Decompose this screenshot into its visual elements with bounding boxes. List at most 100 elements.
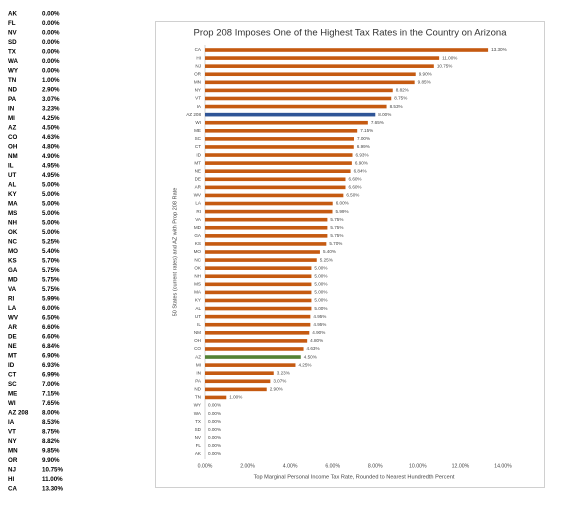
cell-state: KS	[8, 258, 17, 265]
y-tick-label: NE	[195, 168, 201, 173]
cell-state: TX	[8, 49, 17, 56]
y-tick-label: AL	[195, 306, 201, 311]
data-label: 7.15%	[360, 128, 373, 133]
y-tick-label: AZ 208	[186, 112, 201, 117]
bar	[205, 266, 312, 270]
cell-state: WY	[8, 68, 19, 75]
y-tick-label: ND	[194, 387, 201, 392]
cell-state: VT	[8, 429, 16, 436]
y-tick-label: WA	[194, 411, 202, 416]
data-label: 4.95%	[313, 322, 326, 327]
chart-title: Prop 208 Imposes One of the Highest Tax …	[194, 28, 508, 39]
cell-value: 7.15%	[42, 391, 60, 398]
y-tick-label: FL	[196, 443, 202, 448]
cell-state: PA	[8, 96, 17, 103]
x-axis-title: Top Marginal Personal Income Tax Rate, R…	[254, 474, 455, 480]
cell-value: 4.25%	[42, 115, 60, 122]
data-label: 5.00%	[314, 282, 327, 287]
data-label: 0.00%	[208, 443, 221, 448]
cell-state: NE	[8, 343, 17, 350]
cell-state: IN	[8, 106, 15, 113]
y-tick-label: NC	[194, 257, 201, 262]
cell-value: 4.95%	[42, 172, 60, 179]
data-label: 11.00%	[442, 55, 457, 60]
y-tick-label: MT	[194, 160, 201, 165]
cell-value: 5.00%	[42, 210, 60, 217]
cell-value: 4.50%	[42, 125, 60, 132]
cell-state: AL	[8, 182, 16, 189]
cell-state: LA	[8, 305, 17, 312]
y-tick-label: NH	[194, 273, 201, 278]
cell-value: 6.93%	[42, 362, 60, 369]
cell-value: 4.80%	[42, 144, 60, 151]
bar	[205, 258, 317, 262]
cell-state: MD	[8, 277, 18, 284]
data-label: 7.65%	[371, 120, 384, 125]
bar	[205, 80, 415, 85]
cell-value: 5.40%	[42, 248, 60, 255]
bar	[205, 88, 393, 93]
cell-value: 5.00%	[42, 220, 60, 227]
cell-value: 9.85%	[42, 448, 60, 455]
cell-state: OH	[8, 144, 18, 151]
cell-state: NY	[8, 438, 17, 445]
cell-value: 7.00%	[42, 381, 60, 388]
cell-value: 8.53%	[42, 419, 60, 426]
cell-value: 11.00%	[42, 476, 63, 483]
cell-state: WA	[8, 58, 18, 65]
y-tick-label: NJ	[195, 63, 201, 68]
data-label: 8.75%	[394, 96, 407, 101]
y-tick-label: MD	[194, 225, 202, 230]
x-tick-label: 14.00%	[494, 463, 512, 469]
cell-state: AZ 208	[8, 410, 29, 417]
y-tick-label: SC	[195, 136, 202, 141]
data-label: 4.25%	[298, 362, 311, 367]
y-tick-label: CA	[195, 47, 202, 52]
cell-value: 8.00%	[42, 410, 60, 417]
cell-value: 5.25%	[42, 239, 60, 246]
cell-value: 3.07%	[42, 96, 60, 103]
data-label: 8.00%	[378, 112, 391, 117]
data-label: 5.75%	[330, 217, 343, 222]
data-label: 6.00%	[336, 201, 349, 206]
cell-state: OR	[8, 457, 18, 464]
bar	[205, 347, 304, 351]
cell-value: 2.90%	[42, 87, 60, 94]
data-label: 5.75%	[330, 225, 343, 230]
y-tick-label: DE	[195, 176, 201, 181]
y-tick-label: OH	[194, 338, 201, 343]
x-tick-label: 0.00%	[198, 463, 213, 469]
cell-state: IA	[8, 419, 15, 426]
bar	[205, 331, 310, 335]
data-label: 1.00%	[229, 395, 242, 400]
bar	[205, 96, 392, 101]
cell-state: ID	[8, 362, 15, 369]
y-tick-label: MA	[194, 290, 202, 295]
cell-state: CT	[8, 372, 16, 379]
bar	[205, 64, 434, 68]
bar	[205, 120, 368, 125]
bar	[205, 56, 440, 60]
data-label: 0.00%	[208, 403, 221, 408]
x-tick-label: 2.00%	[240, 463, 255, 469]
bar	[205, 161, 352, 165]
bar	[205, 185, 346, 190]
y-tick-label: NV	[195, 435, 202, 440]
y-tick-label: RI	[196, 209, 201, 214]
cell-value: 5.00%	[42, 201, 60, 208]
data-label: 0.00%	[208, 435, 221, 440]
bar	[205, 153, 353, 157]
cell-value: 0.00%	[42, 49, 60, 56]
data-label: 5.40%	[323, 249, 336, 254]
bar	[205, 201, 333, 206]
cell-value: 4.90%	[42, 153, 60, 160]
bar	[205, 363, 296, 367]
data-label: 3.07%	[273, 378, 286, 383]
bar	[205, 306, 312, 311]
cell-state: SC	[8, 381, 17, 388]
bar	[205, 371, 274, 375]
y-tick-label: ID	[196, 152, 201, 157]
bar	[205, 72, 416, 77]
y-tick-label: CT	[195, 144, 201, 149]
y-tick-label: MO	[194, 249, 202, 254]
